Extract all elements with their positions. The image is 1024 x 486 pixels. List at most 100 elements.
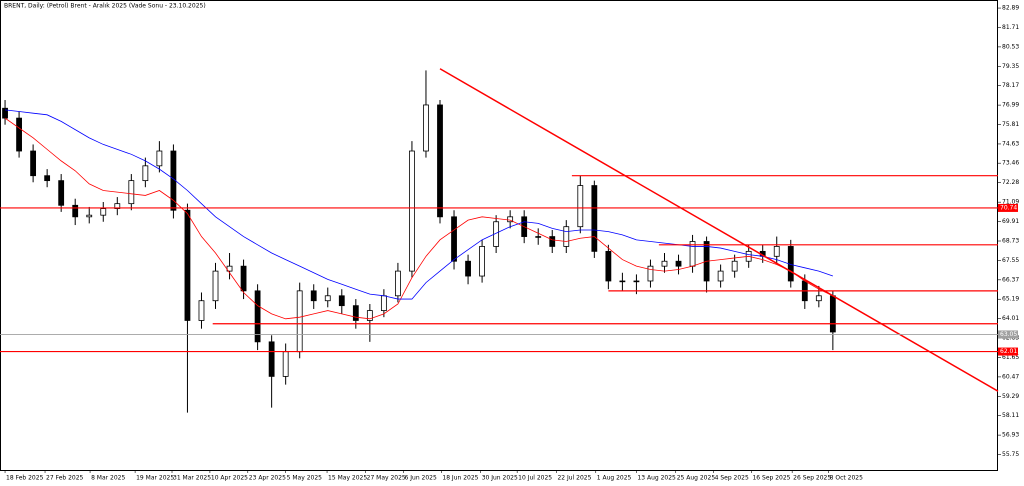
candle-body [114, 203, 121, 209]
candle-body [661, 260, 668, 267]
last-price-tag [998, 330, 1018, 339]
trendline [439, 68, 999, 392]
x-tick-label: 10 Jul 2025 [518, 475, 552, 482]
y-tick-label: 78.17 [1002, 82, 1019, 89]
candle-body [380, 295, 387, 311]
candle-body [254, 290, 261, 343]
y-tick-label: 73.46 [1002, 160, 1019, 167]
candle-body [479, 246, 485, 277]
candle-body [352, 305, 359, 321]
y-tick-label: 67.55 [1002, 257, 1019, 264]
candle-body [829, 295, 836, 333]
x-tick-label: 30 Jun 2025 [482, 475, 518, 482]
x-tick-label: 19 Mar 2025 [136, 475, 174, 482]
candle-body [142, 165, 149, 182]
candle-body [563, 226, 570, 247]
y-tick-label: 65.19 [1002, 296, 1019, 303]
candle-body [577, 185, 584, 228]
candle-body [423, 104, 429, 152]
candle-body [619, 280, 626, 283]
moving-average [4, 117, 834, 320]
candle-body [16, 117, 22, 152]
y-tick-label: 72.28 [1002, 179, 1019, 186]
candle-body [2, 107, 8, 119]
candle-body [156, 150, 163, 167]
y-tick-label: 66.37 [1002, 276, 1019, 283]
candle-body [605, 250, 612, 282]
x-tick-label: 13 Aug 2025 [637, 475, 676, 482]
y-tick-label: 80.53 [1002, 43, 1019, 50]
x-tick-label: 4 Sep 2025 [715, 475, 749, 482]
candle-body [409, 150, 415, 272]
candle-body [451, 216, 457, 262]
x-tick-label: 27 Feb 2025 [46, 475, 84, 482]
price-tag-label: 62.01 [1000, 348, 1017, 355]
x-tick-label: 10 Apr 2025 [211, 475, 248, 482]
candle-body [240, 265, 247, 292]
y-tick-label: 64.01 [1002, 315, 1019, 322]
price-tag [998, 203, 1018, 212]
candle-body [437, 104, 443, 218]
y-tick-label: 81.71 [1002, 24, 1019, 31]
y-tick-label: 76.99 [1002, 102, 1019, 109]
x-tick-label: 25 Aug 2025 [677, 475, 716, 482]
candle-body [324, 295, 331, 302]
y-tick-label: 56.93 [1002, 432, 1019, 439]
candle-body [717, 270, 724, 282]
candle-body [535, 236, 542, 238]
x-tick-label: 15 May 2025 [328, 475, 367, 482]
x-tick-label: 18 Jun 2025 [442, 475, 478, 482]
x-tick-label: 16 Sep 2025 [752, 475, 790, 482]
candle-body [773, 246, 780, 257]
candle-body [198, 300, 205, 321]
candle-body [268, 341, 275, 377]
candle-body [212, 270, 219, 302]
candle-body [549, 236, 556, 247]
candle-body [507, 216, 514, 223]
x-tick-label: 18 Feb 2025 [6, 475, 44, 482]
candle-body [647, 265, 654, 282]
chart-title: BRENT, Daily: (Petrol) Brent - Aralık 20… [4, 3, 206, 10]
candle-body [338, 295, 345, 307]
y-tick-label: 60.47 [1002, 373, 1019, 380]
candle-body [310, 290, 317, 302]
candle-body [58, 180, 65, 206]
y-tick-label: 68.73 [1002, 238, 1019, 245]
candle-body [366, 310, 373, 321]
x-tick-label: 8 Mar 2025 [91, 475, 125, 482]
candle-body [72, 204, 79, 218]
price-tag-label: 70.74 [1000, 204, 1017, 211]
price-tag [998, 347, 1018, 356]
moving-average [5, 109, 833, 300]
x-tick-label: 1 Aug 2025 [597, 475, 632, 482]
candle-body [591, 185, 598, 252]
candle-body [815, 295, 822, 302]
candle-body [184, 209, 191, 321]
x-tick-label: 8 Oct 2025 [830, 475, 863, 482]
y-tick-label: 55.75 [1002, 451, 1019, 458]
y-tick-label: 74.63 [1002, 140, 1019, 147]
candle-body [395, 270, 401, 297]
x-tick-label: 27 May 2025 [367, 475, 406, 482]
candle-body [465, 260, 471, 277]
candle-body [731, 260, 738, 272]
candle-body [296, 290, 303, 353]
last-price-label: 63.05 [1000, 331, 1017, 338]
y-tick-label: 61.65 [1002, 354, 1019, 361]
y-tick-label: 58.11 [1002, 412, 1019, 419]
candle-body [675, 260, 682, 267]
y-tick-label: 71.09 [1002, 199, 1019, 206]
x-tick-label: 31 Mar 2025 [173, 475, 211, 482]
candle-body [30, 150, 37, 177]
x-tick-label: 5 May 2025 [287, 475, 322, 482]
candle-body [633, 280, 640, 283]
x-tick-label: 6 Jun 2025 [405, 475, 437, 482]
x-tick-label: 22 Jul 2025 [557, 475, 591, 482]
y-tick-label: 82.89 [1002, 5, 1019, 12]
candle-body [86, 214, 93, 218]
candle-body [128, 180, 135, 205]
y-tick-label: 79.35 [1002, 63, 1019, 70]
y-tick-label: 69.91 [1002, 218, 1019, 225]
candle-body [100, 208, 107, 216]
